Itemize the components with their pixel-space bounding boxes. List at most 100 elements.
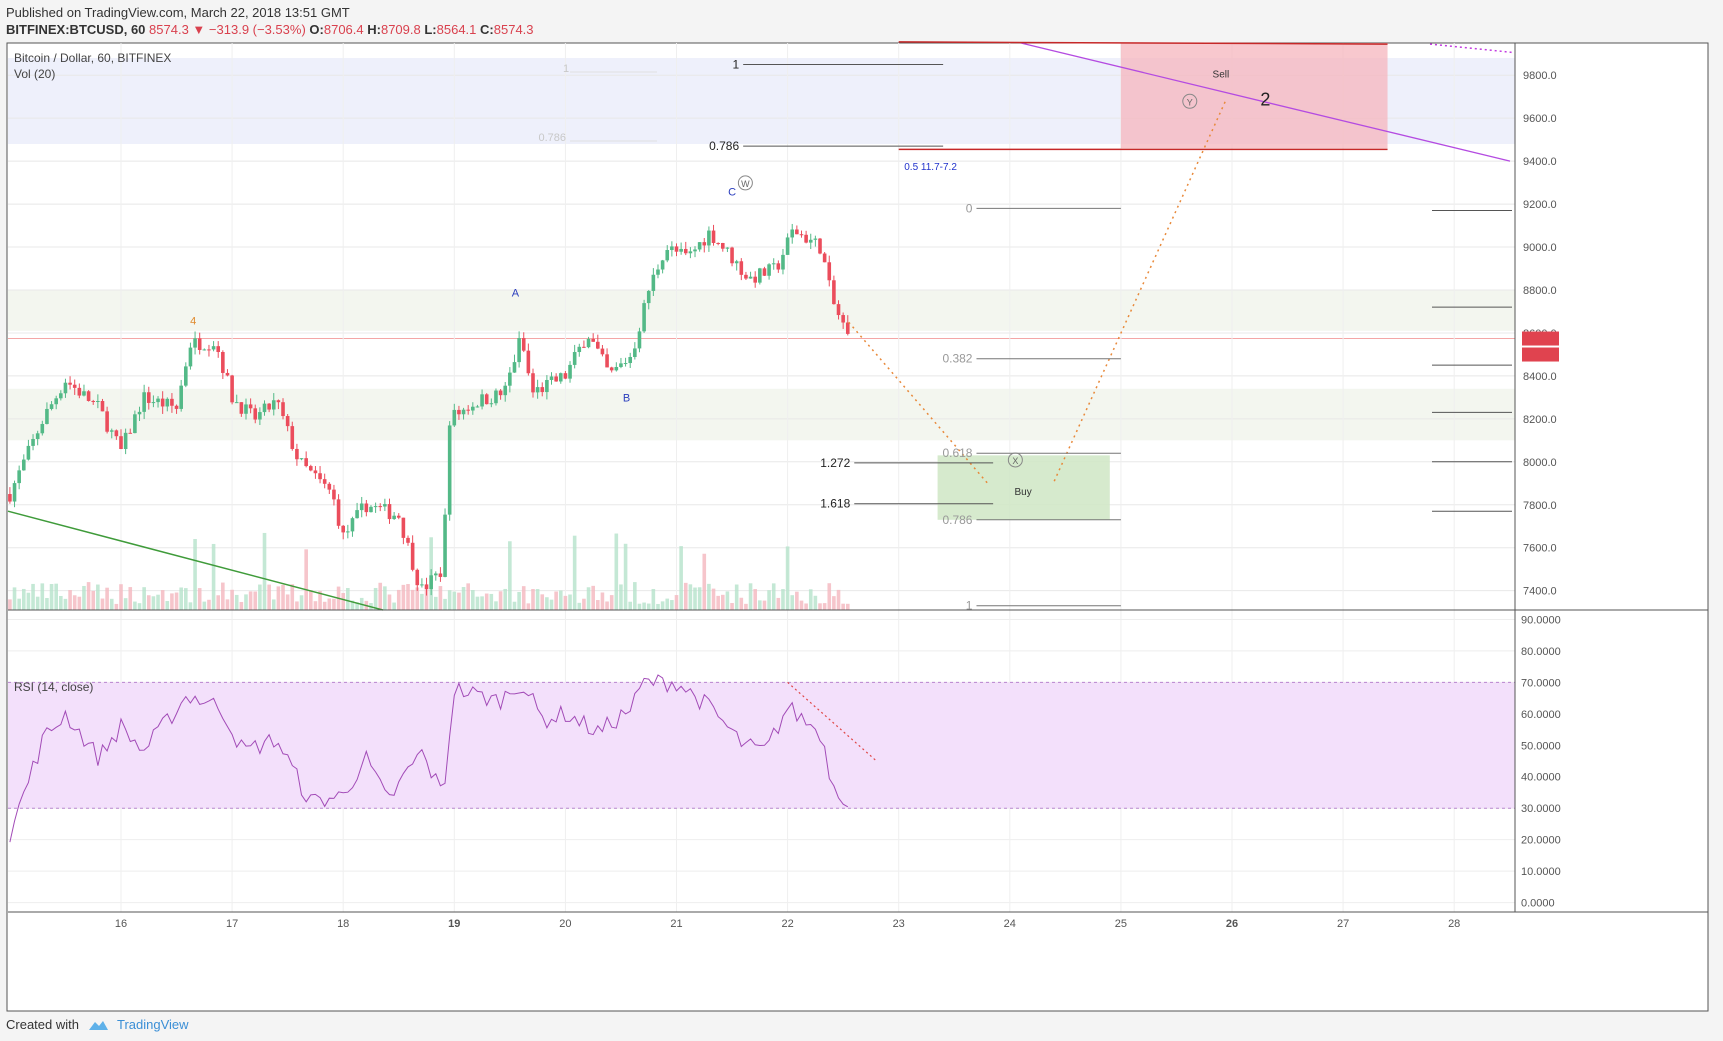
volume-bar (832, 596, 836, 610)
candle-series (8, 223, 850, 596)
volume-bar (452, 591, 457, 610)
volume-bar (128, 587, 133, 610)
faded-fib-label: 1 (563, 63, 569, 75)
candle (299, 458, 304, 460)
volume-bar (341, 592, 345, 610)
volume-bar (378, 582, 383, 610)
candle (105, 411, 109, 432)
volume-bar (697, 587, 702, 610)
volume-bar (285, 594, 290, 610)
volume-bar (582, 598, 586, 610)
volume-bar (767, 590, 771, 610)
candle (808, 239, 813, 243)
y-tick-label: 9000.0 (1523, 242, 1557, 254)
volume-bar (637, 603, 642, 610)
countdown-badge (1522, 347, 1559, 362)
volume-bar (114, 603, 119, 610)
candle (804, 234, 808, 243)
x-tick-label: 23 (893, 918, 905, 930)
close-value: 8574.3 (493, 22, 534, 37)
candle (156, 398, 160, 403)
wave-circle (1182, 93, 1198, 109)
candle (420, 584, 424, 586)
chart-title: Bitcoin / Dollar, 60, BITFINEX (14, 51, 171, 65)
volume-bar (133, 601, 137, 610)
fib-label: 1 (966, 599, 973, 613)
candle (605, 354, 609, 368)
volume-bar (410, 589, 415, 610)
volume-bar (21, 588, 26, 610)
candle (642, 303, 646, 332)
candle (656, 269, 660, 275)
volume-bar (304, 549, 308, 610)
volume-bar (401, 584, 406, 610)
y-tick-label: 7600.0 (1523, 543, 1557, 555)
volume-bar (271, 599, 276, 610)
volume-bar (466, 583, 470, 610)
candle (244, 404, 248, 414)
candle (767, 264, 771, 276)
volume-bar (142, 587, 146, 610)
y-tick-label: 9400.0 (1523, 156, 1557, 168)
volume-bar (818, 603, 822, 610)
volume-bar (295, 601, 299, 610)
candle (49, 404, 54, 409)
candle (350, 518, 355, 532)
volume-bar (591, 585, 595, 610)
volume-bar (63, 598, 68, 610)
candle (517, 338, 521, 363)
volume-bar (59, 595, 63, 610)
candle (549, 376, 554, 380)
candle (471, 406, 475, 411)
volume-bar (239, 601, 244, 610)
candle (526, 350, 531, 374)
buy-label: Buy (1015, 487, 1032, 498)
candle (623, 363, 628, 365)
volume-bar (327, 598, 332, 610)
purple-dotted-line (1429, 43, 1516, 54)
volume-bar (318, 591, 322, 610)
volume-bar (711, 588, 716, 610)
candle (327, 483, 332, 490)
candle (355, 510, 359, 519)
volume-bar (549, 599, 554, 610)
candle (109, 430, 114, 432)
candle (429, 575, 433, 590)
volume-bar (646, 603, 651, 610)
wave-label: C (728, 186, 736, 198)
volume-bar (489, 593, 494, 610)
extension-label: 1.272 (820, 456, 850, 470)
candle (262, 403, 267, 413)
candle (591, 338, 595, 342)
volume-bar (322, 601, 327, 610)
sell-label: Sell (1213, 69, 1230, 80)
candle (123, 432, 128, 450)
volume-bar (443, 598, 447, 610)
candle (572, 352, 577, 365)
volume-bar (406, 584, 410, 610)
tradingview-brand[interactable]: TradingView (116, 1017, 189, 1032)
chart-frame (6, 42, 1709, 1012)
candle (336, 499, 341, 526)
chart-canvas[interactable]: 1 0.786 0.5 11.7-7.2 1 0.786 0 0.382 0.618 0.786… (0, 30, 1723, 1040)
candle (174, 405, 179, 409)
candle (452, 409, 457, 426)
candle (494, 390, 498, 404)
volume-bar (707, 583, 711, 610)
volume-bar (586, 587, 591, 610)
volume-bar (748, 583, 753, 610)
candle (651, 274, 656, 291)
volume-bar (26, 592, 31, 610)
candle (475, 406, 480, 408)
volume-bar (308, 590, 313, 610)
candle (230, 375, 234, 403)
candle (318, 473, 322, 480)
candle (248, 404, 253, 409)
volume-bar (17, 598, 21, 610)
buy-zone (937, 455, 1110, 520)
volume-bar (396, 589, 401, 610)
candle (285, 416, 290, 427)
low-value: 8564.1 (436, 22, 477, 37)
candle (276, 400, 281, 403)
volume-bar (785, 546, 790, 610)
